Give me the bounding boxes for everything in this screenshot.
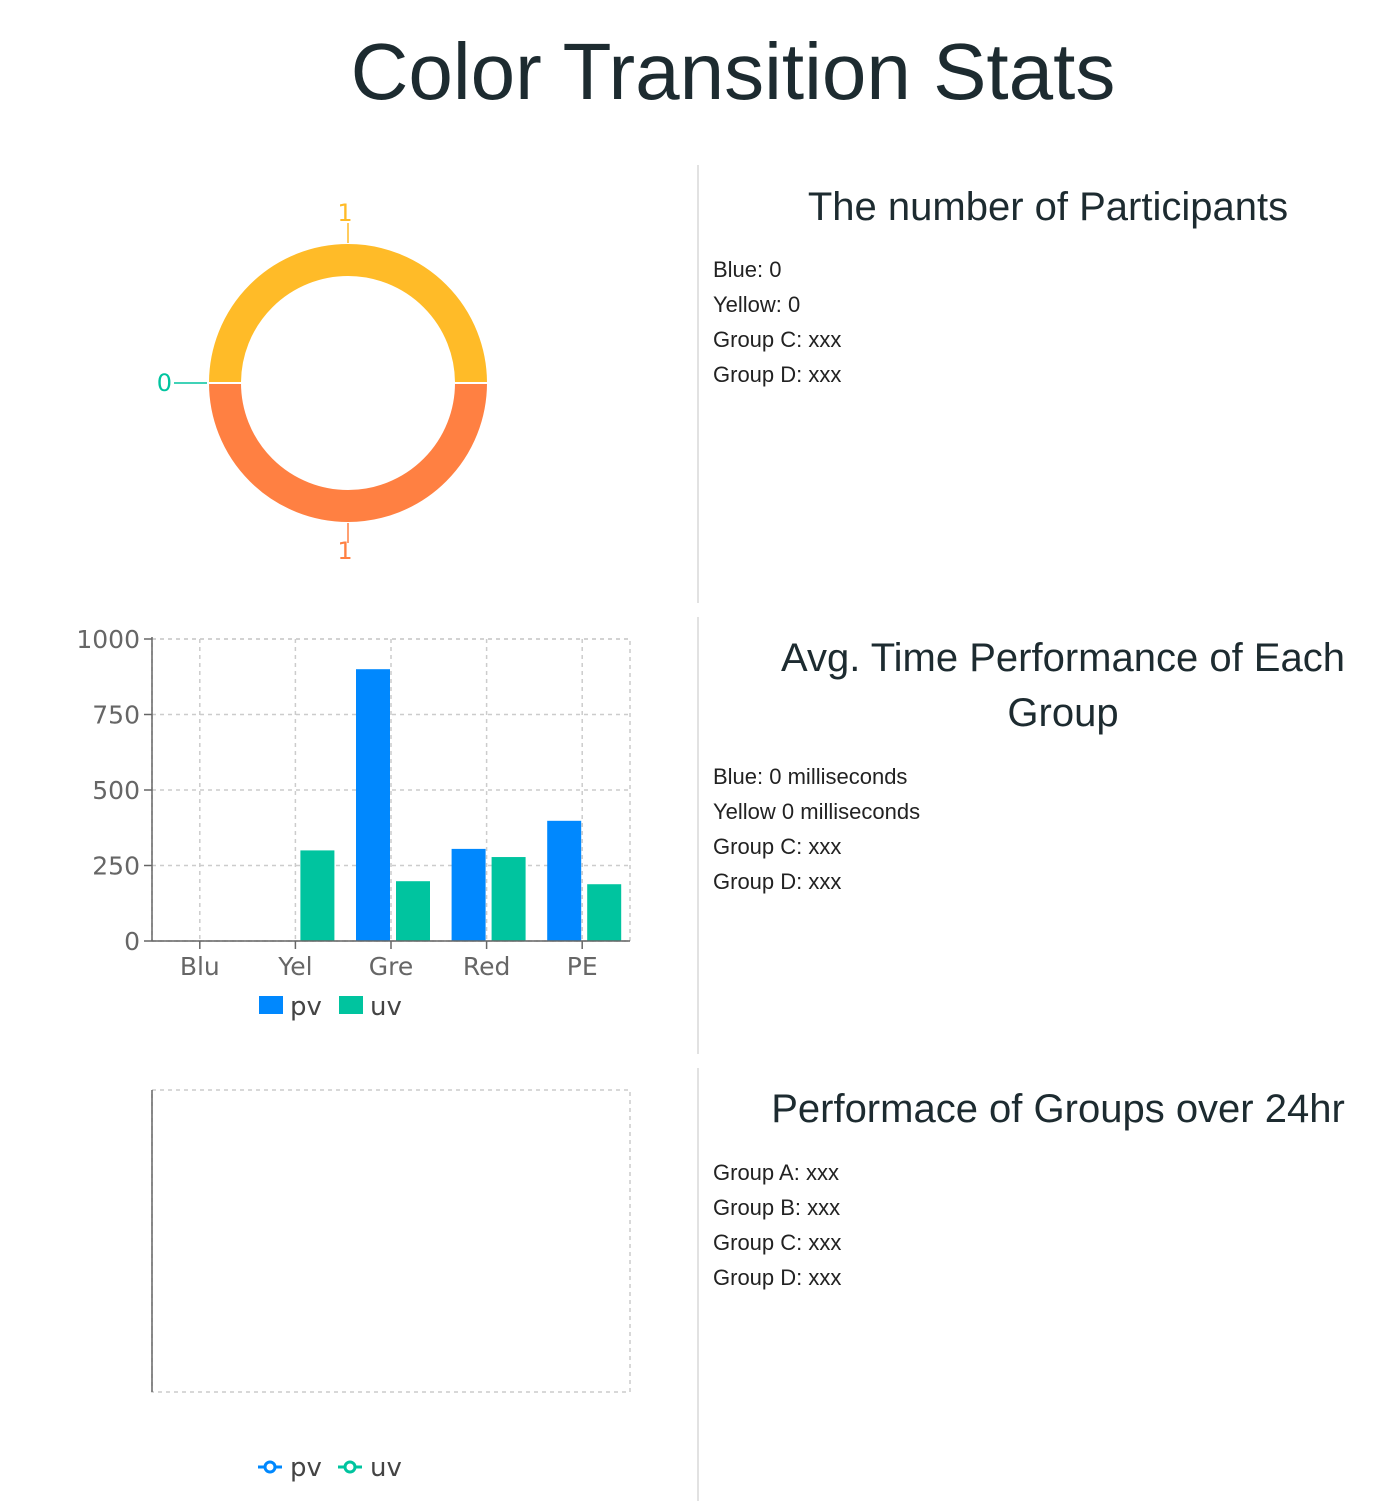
- legend-label-pv: pv: [290, 992, 322, 1022]
- list-item: Yellow 0 milliseconds: [713, 799, 921, 824]
- section-divider: [697, 1068, 699, 1501]
- legend-swatch-pv: [259, 996, 283, 1014]
- grid-frame: [151, 1089, 631, 1393]
- avg-time-row: 0 250 500 750 1000 Blu Yel Gre Red PE pv uv Avg. Ti…: [0, 617, 1390, 1054]
- y-tick-label: 0: [124, 927, 140, 956]
- bar-pv: [356, 669, 390, 941]
- y-tick-label: 1000: [76, 625, 140, 654]
- legend-label-uv: uv: [370, 992, 402, 1022]
- performance-row: pv uv Performace of Groups over 24hr Grou…: [0, 1068, 1390, 1501]
- list-item: Yellow: 0: [713, 292, 801, 317]
- bar-uv: [491, 857, 526, 941]
- x-tick-label: Yel: [277, 952, 312, 981]
- legend-label-uv: uv: [370, 1453, 402, 1483]
- performance-line-chart: pv uv: [151, 1089, 631, 1483]
- bar-uv: [587, 884, 622, 941]
- list-item: Group D: xxx: [713, 1265, 842, 1290]
- bar-pv: [547, 820, 582, 941]
- bar-uv: [396, 881, 430, 941]
- y-tick-label: 750: [92, 701, 140, 730]
- pie-slice: [206, 382, 490, 524]
- list-item: Group C: xxx: [713, 1230, 842, 1255]
- performance-info: Performace of Groups over 24hr Group A: …: [713, 1068, 1383, 1295]
- bar-uv: [300, 850, 335, 941]
- list-item: Blue: 0: [713, 257, 782, 282]
- x-tick-label: Red: [463, 952, 511, 981]
- avg-time-title: Avg. Time Performance of Each Group: [781, 636, 1345, 735]
- participants-title: The number of Participants: [807, 185, 1289, 229]
- x-tick-label: PE: [567, 952, 598, 981]
- pie-slice: [206, 242, 490, 384]
- participants-row: 1 0 1 The number of Participants Blue: 0 Y…: [0, 165, 1390, 603]
- pie-label: 1: [337, 199, 352, 227]
- page-title: Color Transition Stats: [350, 27, 1116, 116]
- chart-legend: pv uv: [258, 1453, 402, 1483]
- y-tick-label: 250: [92, 852, 140, 881]
- performance-list: Group A: xxx Group B: xxx Group C: xxx G…: [713, 1155, 1383, 1295]
- avg-time-info: Avg. Time Performance of Each Group Blue…: [713, 617, 1383, 899]
- participants-info: The number of Participants Blue: 0 Yello…: [713, 165, 1383, 392]
- participants-list: Blue: 0 Yellow: 0 Group C: xxx Group D: …: [713, 252, 1383, 392]
- avg-time-list: Blue: 0 milliseconds Yellow 0 millisecon…: [713, 759, 1383, 899]
- y-tick-label: 500: [92, 776, 140, 805]
- avg-time-bar-chart: 0 250 500 750 1000 Blu Yel Gre Red PE pv uv: [76, 625, 631, 1022]
- pie-label: 0: [157, 369, 172, 397]
- legend-marker-pv: [263, 1460, 277, 1474]
- section-divider: [697, 165, 699, 603]
- list-item: Group A: xxx: [713, 1160, 839, 1185]
- chart-legend: pv uv: [259, 992, 402, 1022]
- bar-pv: [451, 848, 486, 941]
- legend-swatch-uv: [339, 996, 363, 1014]
- list-item: Group C: xxx: [713, 327, 842, 352]
- list-item: Group D: xxx: [713, 869, 842, 894]
- list-item: Group D: xxx: [713, 362, 842, 387]
- list-item: Blue: 0 milliseconds: [713, 764, 908, 789]
- performance-title: Performace of Groups over 24hr: [771, 1087, 1345, 1131]
- section-divider: [697, 617, 699, 1054]
- legend-marker-uv: [343, 1460, 357, 1474]
- legend-label-pv: pv: [290, 1453, 322, 1483]
- x-tick-label: Blu: [180, 952, 220, 981]
- list-item: Group C: xxx: [713, 834, 842, 859]
- participants-donut-chart: 1 0 1: [157, 199, 490, 565]
- x-tick-label: Gre: [369, 952, 413, 981]
- list-item: Group B: xxx: [713, 1195, 841, 1220]
- pie-label: 1: [337, 537, 352, 565]
